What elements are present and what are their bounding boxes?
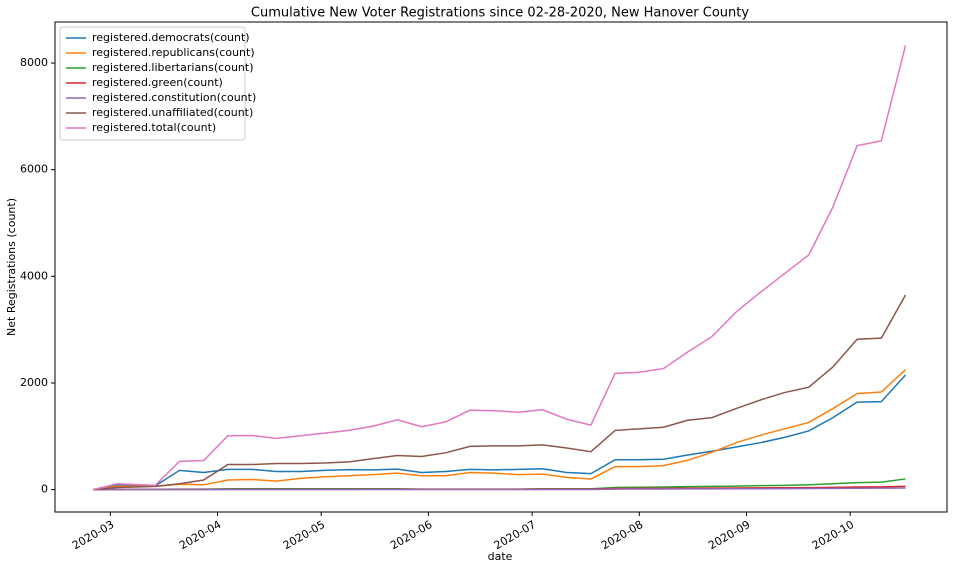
series-line <box>92 45 907 491</box>
x-tick-label: 2020-06 <box>388 518 434 552</box>
legend-box <box>59 26 246 141</box>
y-tick-label: 2000 <box>20 376 48 389</box>
series-line <box>92 374 907 491</box>
plot-frame <box>54 21 948 513</box>
legend-label: registered.total(count) <box>92 121 216 134</box>
x-axis-label: date <box>488 550 513 563</box>
legend-label: registered.unaffiliated(count) <box>92 106 253 119</box>
y-tick-label: 4000 <box>20 269 48 282</box>
x-tick-label: 2020-10 <box>810 518 856 552</box>
chart-title: Cumulative New Voter Registrations since… <box>251 6 749 21</box>
legend-label: registered.green(count) <box>92 76 223 89</box>
legend-label: registered.democrats(count) <box>92 31 250 44</box>
legend-label: registered.constitution(count) <box>92 91 256 104</box>
x-tick-label: 2020-03 <box>70 518 116 552</box>
y-tick-label: 6000 <box>20 163 48 176</box>
legend-label: registered.republicans(count) <box>92 46 255 59</box>
y-axis-label: Net Registrations (count) <box>5 198 18 336</box>
y-tick-label: 0 <box>41 483 48 496</box>
series-line <box>92 369 907 491</box>
y-tick-label: 8000 <box>20 56 48 69</box>
x-tick-label: 2020-04 <box>177 518 223 552</box>
x-tick-label: 2020-05 <box>281 518 327 552</box>
x-tick-label: 2020-08 <box>599 518 645 552</box>
x-tick-label: 2020-07 <box>492 518 538 552</box>
series-line <box>93 487 906 491</box>
x-tick-label: 2020-09 <box>706 518 752 552</box>
legend-label: registered.libertarians(count) <box>92 61 254 74</box>
series-line <box>92 294 907 491</box>
